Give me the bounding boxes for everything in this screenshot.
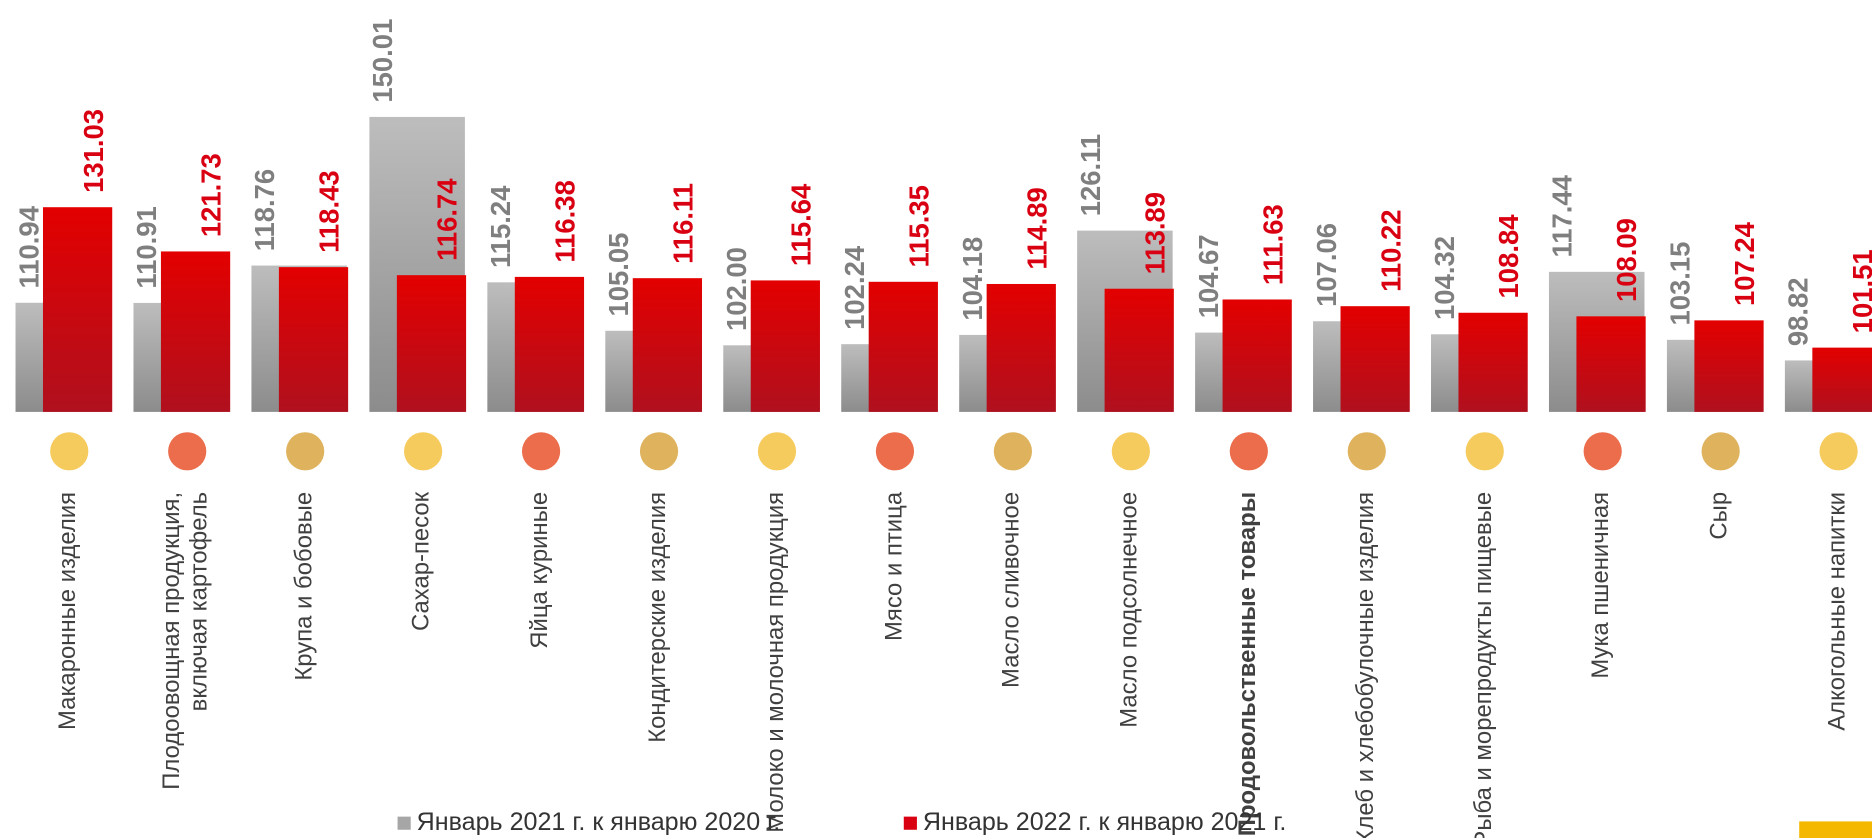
bar — [42, 207, 113, 412]
value-label: 118.76 — [249, 169, 280, 251]
x-tick-label: Макаронные изделия — [54, 491, 81, 730]
value-label: 113.89 — [1139, 192, 1170, 274]
value-label: 117.44 — [1547, 174, 1578, 257]
x-tick-label: Кондитерские изделия — [644, 491, 671, 743]
x-tick-label: Сыр — [1705, 491, 1732, 540]
value-label: 115.64 — [786, 183, 817, 266]
value-label: 121.73 — [196, 153, 227, 237]
x-tick-label: Масло сливочное — [997, 491, 1025, 688]
legend-item: Январь 2021 г. к январю 2020 г. — [397, 808, 781, 837]
value-label: 116.74 — [432, 178, 463, 261]
x-tick-label: Продовольственные товары — [1233, 491, 1261, 837]
x-tick-label: Мясо и птица — [880, 491, 907, 641]
bar — [514, 276, 585, 412]
legend-swatch — [397, 816, 411, 830]
icon — [404, 432, 443, 471]
bar — [1576, 316, 1646, 412]
value-label: 98.82 — [1783, 277, 1814, 346]
bar — [278, 267, 349, 412]
icon — [50, 432, 89, 471]
value-label: 116.11 — [668, 183, 699, 264]
value-label: 118.43 — [314, 170, 345, 252]
x-tick-label: Крупа и бобовые — [290, 491, 317, 681]
legend-label: Январь 2021 г. к январю 2020 г. — [416, 808, 781, 836]
value-label: 111.63 — [1257, 204, 1288, 285]
decoration — [1799, 821, 1872, 838]
value-label: 114.89 — [1021, 187, 1052, 269]
icon — [1465, 432, 1504, 471]
x-tick-label: Масло подсолнечное — [1115, 491, 1143, 728]
x-tick-label: Молоко и молочная продукция — [762, 491, 789, 833]
value-label: 108.09 — [1611, 218, 1642, 302]
icon — [1229, 432, 1268, 471]
icon — [757, 432, 797, 471]
value-label: 104.18 — [957, 237, 988, 321]
icon — [168, 432, 207, 471]
icon — [1819, 432, 1858, 471]
value-label: 107.06 — [1311, 223, 1342, 307]
value-label: 102.24 — [839, 245, 870, 330]
bar — [1458, 312, 1528, 412]
value-label: 110.94 — [13, 205, 44, 288]
value-label: 107.24 — [1729, 221, 1760, 306]
value-label: 102.00 — [721, 247, 752, 331]
value-label: 101.51 — [1847, 249, 1872, 333]
icon — [1701, 432, 1740, 471]
icon — [1583, 432, 1622, 471]
x-tick-label: Яйца куриные — [526, 491, 553, 649]
x-tick-label: Рыба и морепродукты пищевые — [1469, 491, 1497, 838]
bar — [1694, 320, 1764, 412]
icon — [286, 432, 325, 471]
value-label: 115.24 — [485, 185, 516, 268]
icon — [639, 432, 679, 471]
legend-swatch — [903, 816, 917, 830]
value-label: 108.84 — [1493, 214, 1524, 299]
icon — [1111, 432, 1150, 471]
icon — [521, 432, 561, 471]
bar — [1340, 306, 1410, 412]
value-label: 105.05 — [603, 233, 634, 317]
icon — [875, 432, 915, 471]
bar — [868, 281, 938, 412]
value-label: 126.11 — [1075, 134, 1106, 216]
value-label: 116.38 — [550, 180, 581, 262]
x-tick-label: Хлеб и хлебобулочные изделия — [1351, 491, 1379, 838]
value-label: 104.67 — [1193, 234, 1224, 318]
value-label: 131.03 — [78, 109, 109, 193]
x-tick-label: Плодоовощная продукция, включая картофел… — [158, 491, 213, 790]
value-label: 103.15 — [1665, 242, 1696, 326]
bar — [1104, 288, 1174, 412]
legend-label: Январь 2022 г. к январю 2021 г. — [922, 808, 1287, 836]
bar — [986, 283, 1056, 412]
value-label: 104.32 — [1429, 236, 1460, 320]
bar — [632, 278, 703, 412]
icon — [993, 432, 1033, 471]
legend-item: Январь 2022 г. к январю 2021 г. — [903, 808, 1287, 837]
value-label: 150.01 — [367, 19, 398, 103]
icon — [1347, 432, 1386, 471]
bar — [160, 251, 231, 412]
bar — [1222, 299, 1292, 412]
x-tick-label: Мука пшеничная — [1587, 491, 1615, 679]
bar — [396, 275, 467, 412]
bar — [750, 280, 820, 412]
value-label: 110.22 — [1375, 209, 1406, 291]
value-label: 115.35 — [903, 185, 934, 267]
x-tick-label: Алкогольные напитки — [1823, 491, 1850, 731]
value-label: 110.91 — [131, 206, 162, 288]
bar — [1812, 347, 1872, 412]
x-tick-label: Сахар-песок — [408, 491, 435, 632]
